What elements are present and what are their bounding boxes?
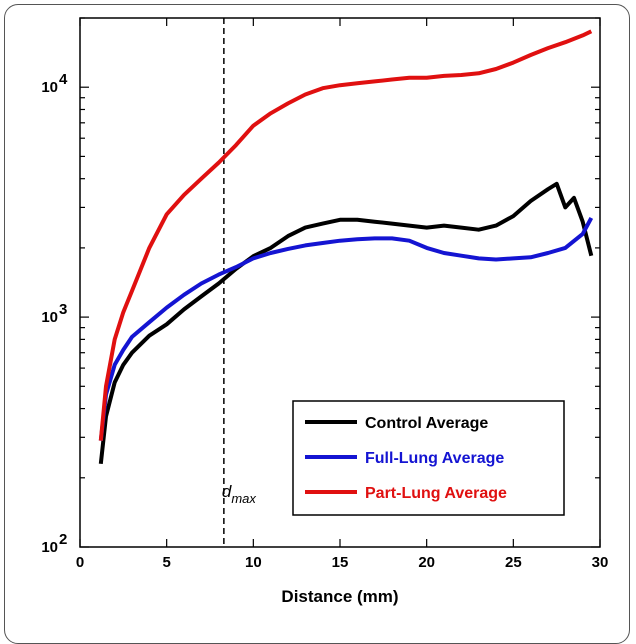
series-line-1 [98,216,594,441]
y-tick-base: 10 [41,309,58,326]
y-tick-exponent: 3 [59,301,67,318]
x-tick-label: 25 [505,554,522,571]
x-tick-label: 10 [245,554,262,571]
dmax-label-subscript: max [231,491,256,506]
x-axis-title: Distance (mm) [281,587,398,606]
legend-label: Control Average [365,415,488,432]
y-tick-base: 10 [41,79,58,96]
y-tick-exponent: 2 [59,531,67,548]
y-tick-label: 10 [41,79,58,96]
legend-label: Part-Lung Average [365,485,507,502]
y-tick-base: 10 [41,539,58,556]
x-tick-label: 20 [418,554,435,571]
series-line-0 [98,181,594,465]
x-tick-label: 30 [592,554,609,571]
y-tick-label: 10 [41,539,58,556]
dmax-label-main: d [222,482,232,501]
legend-label: Full-Lung Average [365,450,504,467]
dmax-label: dmax [222,482,257,506]
x-tick-label: 0 [76,554,84,571]
x-tick-label: 5 [162,554,170,571]
series-line-2 [98,29,593,441]
legend: Control Average Full-Lung Average Part-Lun… [292,400,565,516]
y-tick-label: 10 [41,309,58,326]
x-tick-label: 15 [332,554,349,571]
y-tick-exponent: 4 [59,71,68,88]
series-lines [98,29,594,465]
dmax-annotation: dmax [222,18,257,547]
